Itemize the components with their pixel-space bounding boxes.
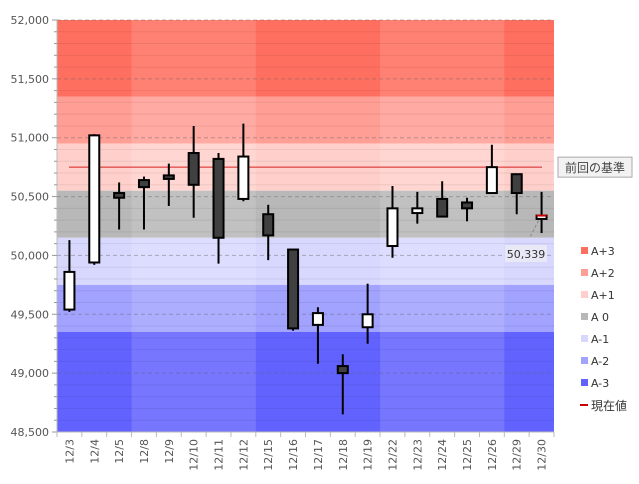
band-A-1 — [57, 237, 554, 285]
x-tick-label: 12/15 — [262, 439, 275, 471]
x-tick-label: 12/19 — [362, 439, 375, 471]
legend-label: A-1 — [591, 333, 609, 346]
x-tick-label: 12/5 — [113, 439, 126, 464]
candle-body — [361, 313, 374, 329]
y-tick-label: 51,500 — [11, 73, 50, 86]
band-A+2 — [57, 96, 554, 144]
candles-layer: 50,339 — [63, 123, 548, 415]
week-column-shade — [380, 20, 505, 432]
x-tick-label: 12/8 — [138, 439, 151, 464]
candle-body — [510, 173, 523, 195]
x-tick-label: 12/24 — [436, 439, 449, 471]
band-A+3 — [57, 20, 554, 97]
current-value-label: 50,339 — [507, 248, 546, 261]
candle-body — [287, 248, 300, 330]
x-tick-label: 12/22 — [386, 439, 399, 471]
candle-body — [386, 207, 399, 248]
legend: A+3 A+2 A+1 A 0 A-1 A-2 A-3 現在値 — [580, 245, 627, 413]
candle-body — [137, 179, 150, 189]
legend-label: A+2 — [591, 267, 615, 280]
x-tick-label: 12/29 — [511, 439, 524, 471]
legend-label: 現在値 — [591, 398, 627, 413]
x-tick-label: 12/4 — [88, 439, 101, 464]
legend-swatch-A0 — [581, 313, 588, 320]
y-tick-label: 50,500 — [11, 191, 50, 204]
candle-body — [311, 312, 324, 326]
candle-body — [187, 152, 200, 186]
legend-label: A-2 — [591, 355, 609, 368]
candle-body — [485, 166, 498, 195]
x-tick-label: 12/23 — [411, 439, 424, 471]
y-tick-label: 48,500 — [11, 426, 50, 439]
x-tick-label: 12/26 — [486, 439, 499, 471]
candle-body — [411, 207, 424, 215]
legend-label: A 0 — [591, 311, 609, 324]
legend-label: A+1 — [591, 289, 615, 302]
y-tick-label: 49,500 — [11, 308, 50, 321]
x-tick-label: 12/17 — [312, 439, 325, 471]
y-tick-label: 52,000 — [11, 14, 50, 27]
x-tick-label: 12/3 — [63, 439, 76, 464]
legend-swatch-A+3 — [581, 247, 588, 254]
x-tick-label: 12/9 — [163, 439, 176, 464]
x-tick-label: 12/25 — [461, 439, 474, 471]
candle-body — [461, 201, 474, 210]
x-tick-label: 12/30 — [536, 439, 549, 471]
x-tick-label: 12/11 — [213, 439, 226, 471]
candle-body — [212, 157, 225, 239]
band-A-2 — [57, 284, 554, 332]
y-tick-label: 50,000 — [11, 249, 50, 262]
x-tick-label: 12/12 — [237, 439, 250, 471]
legend-swatch-A+2 — [581, 269, 588, 276]
candle-body — [436, 197, 449, 218]
candle-body — [336, 365, 349, 375]
x-axis: 12/3 12/4 12/5 12/8 12/9 12/10 12/11 12/12 12/15… — [56, 431, 555, 471]
legend-label: A+3 — [591, 245, 615, 258]
x-tick-label: 12/10 — [188, 439, 201, 471]
current-value-label-box — [505, 245, 547, 262]
legend-swatch-A+1 — [581, 291, 588, 298]
legend-swatch-A-1 — [581, 335, 588, 342]
band-A0 — [57, 190, 554, 238]
reference-line-layer: 前回の基準 — [69, 156, 633, 178]
legend-label: A-3 — [591, 377, 609, 390]
week-column-shade — [131, 20, 256, 432]
candle-body — [63, 270, 76, 311]
y-tick-label: 49,000 — [11, 367, 50, 380]
reference-label-box — [557, 156, 633, 178]
legend-swatch-A-3 — [581, 379, 588, 386]
legend-swatch-A-2 — [581, 357, 588, 364]
x-tick-label: 12/16 — [287, 439, 300, 471]
grid-layer — [57, 19, 554, 433]
candle-body — [262, 213, 275, 237]
candle-body — [237, 155, 250, 200]
current-value-leader — [529, 220, 540, 239]
reference-label: 前回の基準 — [565, 160, 625, 175]
x-tick-label: 12/18 — [337, 439, 350, 471]
candle-body — [88, 134, 101, 264]
candle-body — [162, 174, 175, 180]
band-A-3 — [57, 331, 554, 432]
candle-body — [113, 192, 126, 199]
y-axis: 48,500 49,000 49,500 50,000 50,500 51,000 51,5… — [11, 14, 58, 439]
band-layer — [57, 20, 554, 432]
y-tick-label: 51,000 — [11, 132, 50, 145]
